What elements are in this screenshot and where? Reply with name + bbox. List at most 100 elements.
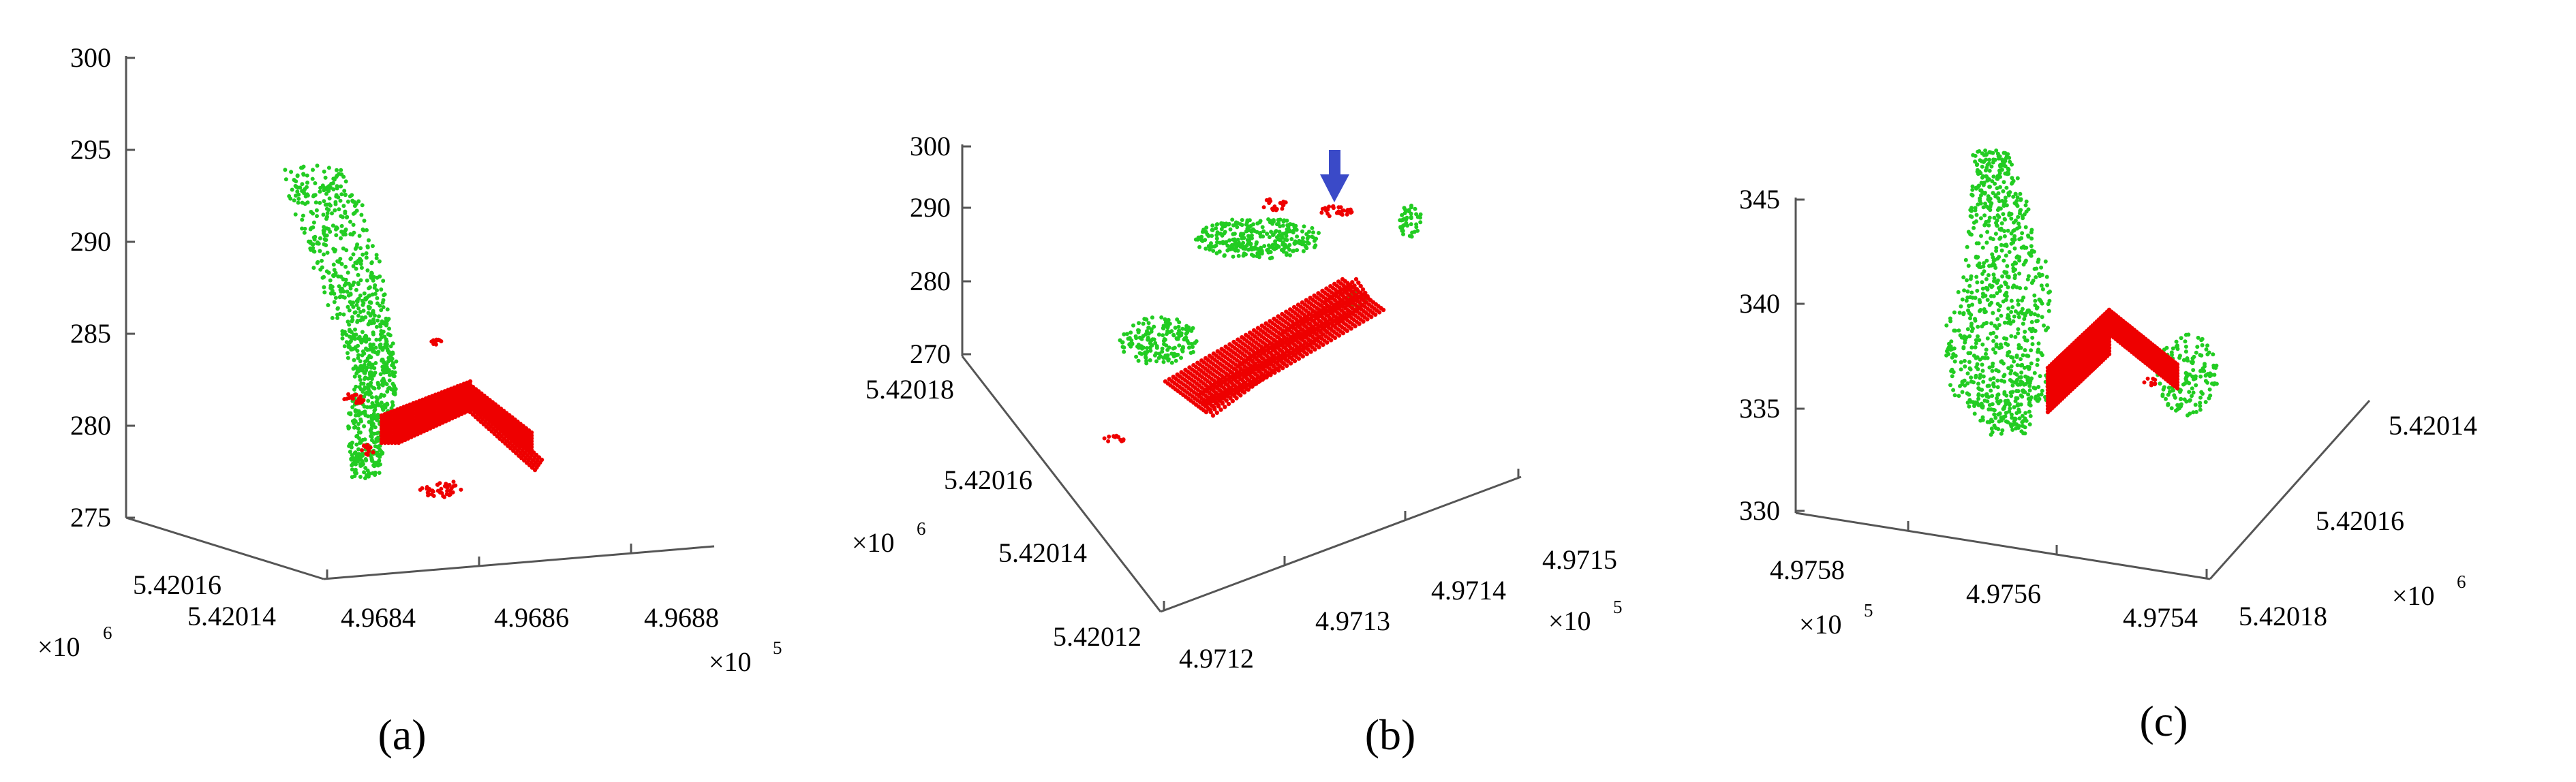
- ground-point: [1284, 234, 1289, 238]
- building-point: [1354, 287, 1360, 292]
- y-exponent: 6: [2457, 572, 2466, 592]
- building-point: [1212, 381, 1218, 386]
- ground-point: [1984, 258, 1989, 263]
- ground-point: [1281, 247, 1286, 251]
- ground-point: [2179, 396, 2183, 401]
- ground-point: [351, 346, 356, 351]
- ground-point: [369, 261, 374, 266]
- ground-point: [2040, 287, 2045, 292]
- ground-point: [2021, 424, 2025, 428]
- ground-point: [1173, 326, 1178, 330]
- ground-point: [2004, 253, 2008, 258]
- ground-point: [1251, 253, 1256, 258]
- building-point: [1255, 375, 1260, 380]
- building-point: [1250, 384, 1255, 389]
- ground-point: [1203, 247, 1208, 251]
- ground-point: [1234, 245, 1239, 249]
- ground-point: [372, 285, 377, 290]
- ground-point: [2198, 369, 2203, 373]
- building-point: [1345, 328, 1350, 333]
- ground-point: [2026, 392, 2031, 397]
- ground-point: [1156, 332, 1161, 337]
- building-point: [1263, 369, 1268, 374]
- ground-point: [1998, 398, 2003, 403]
- ground-point: [1241, 253, 1246, 258]
- ground-point: [384, 370, 389, 375]
- ground-point: [1154, 359, 1159, 364]
- ground-point: [1135, 344, 1139, 349]
- ground-point: [354, 266, 358, 271]
- ground-point: [364, 334, 369, 339]
- ground-point: [372, 403, 377, 408]
- ground-point: [1965, 245, 1969, 249]
- building-points-b: [1102, 197, 1386, 443]
- ground-point: [382, 406, 386, 411]
- ground-point: [1973, 345, 1978, 349]
- ground-point: [334, 233, 339, 238]
- ground-point: [323, 202, 328, 207]
- building-point: [1206, 396, 1210, 401]
- ground-point: [361, 228, 365, 232]
- ground-point: [305, 193, 310, 198]
- ground-point: [339, 168, 343, 172]
- z-tick-label: 295: [70, 134, 111, 165]
- ground-point: [325, 251, 330, 255]
- ground-point: [354, 287, 358, 292]
- ground-point: [361, 451, 365, 456]
- building-point: [1107, 435, 1111, 439]
- ground-point: [356, 306, 361, 311]
- ground-point: [1276, 233, 1281, 238]
- ground-point: [1976, 149, 1980, 154]
- ground-point: [2199, 353, 2204, 358]
- ground-point: [332, 268, 337, 272]
- ground-point: [2008, 406, 2012, 411]
- building-point: [1239, 377, 1244, 381]
- ground-point: [392, 374, 397, 379]
- ground-point: [1137, 351, 1142, 356]
- ground-point: [371, 330, 375, 335]
- ground-point: [378, 372, 383, 377]
- ground-point: [360, 315, 365, 320]
- ground-point: [2200, 343, 2205, 347]
- building-point: [1275, 334, 1281, 340]
- building-point: [1106, 439, 1111, 443]
- ground-point: [1959, 304, 1963, 309]
- ground-point: [348, 340, 352, 345]
- y-tick-label: 5.42014: [187, 601, 276, 631]
- ground-point: [1968, 232, 1973, 236]
- building-point: [1218, 407, 1223, 412]
- building-point: [1301, 321, 1306, 326]
- ground-point: [1965, 289, 1970, 294]
- ground-point: [2021, 353, 2025, 358]
- building-point: [1251, 368, 1256, 373]
- ground-point: [379, 329, 384, 333]
- ground-point: [2006, 275, 2011, 280]
- ground-point: [1996, 369, 2001, 374]
- building-points-c: [2045, 307, 2180, 415]
- ground-point: [1982, 223, 1987, 228]
- ground-point: [2010, 356, 2015, 360]
- building-point: [1288, 361, 1293, 366]
- ground-point: [1990, 369, 1995, 373]
- ground-point: [341, 312, 346, 317]
- building-point: [1236, 390, 1241, 394]
- building-point: [1227, 386, 1232, 390]
- ground-point: [354, 302, 359, 307]
- ground-point: [2002, 151, 2006, 155]
- ground-point: [2200, 337, 2205, 341]
- ground-point: [347, 425, 352, 430]
- ground-point: [345, 290, 350, 294]
- ground-point: [391, 391, 396, 396]
- ground-point: [357, 374, 362, 379]
- ground-point: [2158, 381, 2162, 386]
- ground-point: [1995, 385, 2000, 390]
- building-point: [1284, 339, 1289, 343]
- ground-point: [342, 295, 347, 300]
- ground-point: [354, 442, 359, 447]
- ground-point: [357, 385, 362, 390]
- ground-point: [1404, 209, 1409, 213]
- ground-point: [2014, 372, 2019, 377]
- building-point: [2106, 351, 2112, 357]
- ground-point: [1990, 179, 1995, 184]
- ground-point: [1987, 157, 1992, 162]
